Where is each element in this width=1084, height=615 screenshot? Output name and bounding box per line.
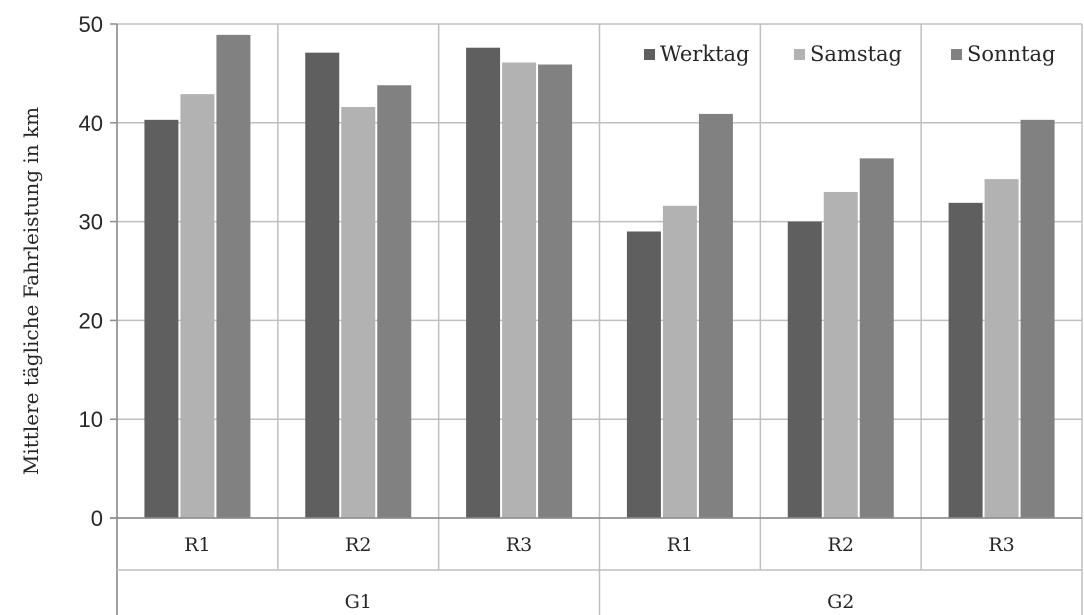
bar-sonntag <box>538 64 573 519</box>
bar-werktag <box>305 52 340 518</box>
bar-samstag <box>823 191 858 518</box>
y-tick-label: 30 <box>79 210 103 235</box>
bar-samstag <box>662 205 697 519</box>
y-tick-label: 20 <box>79 308 103 333</box>
legend-swatch-sonntag <box>951 49 962 60</box>
bar-werktag <box>144 119 179 518</box>
x-group-label: G1 <box>345 591 372 613</box>
y-tick-label: 0 <box>91 506 103 531</box>
bar-sonntag <box>859 158 894 519</box>
legend-swatch-werktag <box>644 49 655 60</box>
legend-label-werktag: Werktag <box>660 42 749 66</box>
legend-label-samstag: Samstag <box>810 42 902 66</box>
bar-werktag <box>948 202 983 518</box>
x-group-label: G2 <box>827 591 854 613</box>
x-category-label: R2 <box>345 534 371 556</box>
legend-swatch-samstag <box>794 49 805 60</box>
x-category-label: R1 <box>184 534 210 556</box>
x-category-label: R1 <box>667 534 693 556</box>
bar-samstag <box>180 94 215 518</box>
legend-label-sonntag: Sonntag <box>967 42 1055 66</box>
y-axis-label: Mittlere tägliche Fahrleistung in km <box>19 107 43 475</box>
bar-sonntag <box>698 113 733 519</box>
bar-samstag <box>502 62 537 518</box>
bar-sonntag <box>216 34 251 518</box>
bar-werktag <box>787 221 822 518</box>
bar-sonntag <box>1020 119 1055 518</box>
y-tick-label: 50 <box>79 12 103 37</box>
bar-werktag <box>626 231 661 519</box>
x-category-label: R3 <box>506 534 532 556</box>
bar-werktag <box>466 47 501 518</box>
bar-samstag <box>984 179 1019 518</box>
x-category-label: R3 <box>988 534 1014 556</box>
x-category-label: R2 <box>828 534 854 556</box>
y-tick-label: 40 <box>79 111 103 136</box>
bar-samstag <box>341 106 376 518</box>
bar-sonntag <box>377 85 412 519</box>
y-tick-label: 10 <box>79 407 103 432</box>
